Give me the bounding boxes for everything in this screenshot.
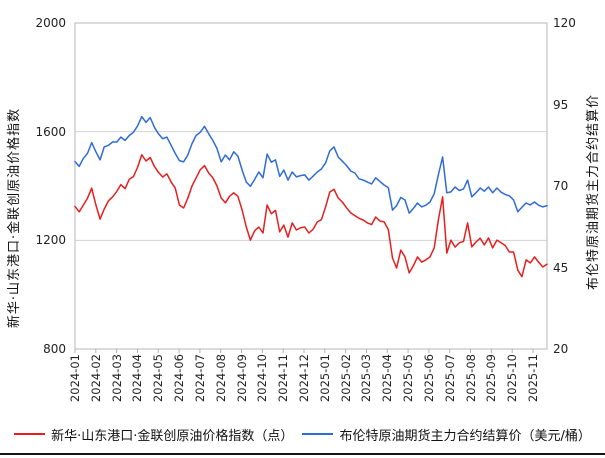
right-tick-label: 95 — [553, 97, 569, 112]
blue-line-swatch — [302, 433, 334, 435]
x-tick-label: 2024-07 — [192, 354, 207, 403]
legend-label-index: 新华·山东港口·金联创原油价格指数（点） — [51, 428, 294, 444]
plot-frame — [74, 22, 548, 350]
red-line-swatch — [14, 433, 46, 435]
x-tick-label: 2024-12 — [297, 354, 311, 403]
legend-item-index: 新华·山东港口·金联创原油价格指数（点） — [14, 425, 293, 444]
x-tick-label: 2025-03 — [359, 354, 374, 403]
x-tick-label: 2024-01 — [68, 354, 82, 403]
x-tick-label: 2024-05 — [151, 354, 166, 403]
legend-item-brent: 布伦特原油期货主力合约结算价（美元/桶） — [302, 425, 591, 444]
x-tick-label: 2025-08 — [463, 354, 478, 403]
right-tick-label: 45 — [553, 260, 569, 275]
x-tick-label: 2024-06 — [172, 354, 187, 403]
x-tick-label: 2025-05 — [401, 354, 416, 403]
right-tick-label: 70 — [553, 179, 569, 193]
left-tick-label: 1600 — [35, 124, 66, 139]
x-tick-label: 2024-04 — [130, 354, 145, 403]
x-tick-label: 2025-06 — [421, 354, 436, 403]
x-tick-label: 2024-10 — [255, 354, 270, 403]
left-tick-label: 2000 — [35, 16, 66, 30]
right-tick-label: 20 — [553, 342, 569, 356]
series-line-brent-blue — [74, 115, 548, 214]
x-tick-label: 2025-01 — [317, 354, 332, 403]
x-tick-label: 2024-11 — [276, 354, 291, 403]
legend-label-brent: 布伦特原油期货主力合约结算价（美元/桶） — [339, 428, 591, 444]
x-tick-label: 2025-02 — [338, 354, 353, 403]
x-tick-label: 2025-11 — [526, 354, 540, 403]
series-line-index-red — [74, 154, 548, 278]
left-tick-label: 800 — [43, 342, 66, 356]
x-tick-label: 2024-09 — [234, 354, 249, 403]
right-axis-title: 布伦特原油期货主力合约结算价 — [586, 94, 601, 291]
bottom-border-line — [0, 453, 605, 455]
x-tick-label: 2025-07 — [442, 354, 457, 403]
x-tick-label: 2025-10 — [505, 354, 520, 403]
legend: 新华·山东港口·金联创原油价格指数（点） 布伦特原油期货主力合约结算价（美元/桶… — [0, 423, 605, 445]
right-tick-label: 120 — [553, 16, 576, 30]
x-tick-label: 2024-02 — [88, 354, 103, 403]
x-tick-label: 2025-04 — [380, 354, 395, 403]
left-axis-title: 新华·山东港口·金联创原油价格指数 — [7, 107, 22, 329]
x-tick-label: 2024-03 — [109, 354, 124, 403]
x-tick-label: 2025-09 — [484, 354, 499, 403]
x-tick-label: 2024-08 — [213, 354, 228, 403]
left-tick-label: 1200 — [35, 233, 66, 248]
